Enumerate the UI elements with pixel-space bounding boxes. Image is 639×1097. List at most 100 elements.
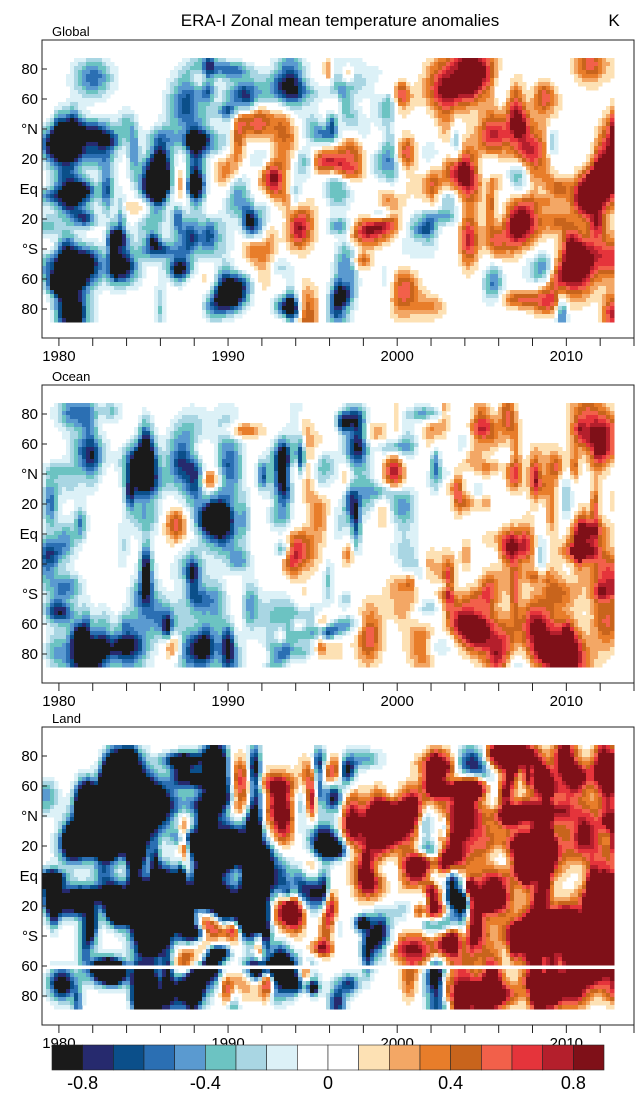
- heatmap-cell: [182, 90, 187, 95]
- heatmap-cell: [146, 230, 151, 235]
- heatmap-cell: [142, 190, 147, 195]
- heatmap-cell: [106, 242, 111, 247]
- heatmap-cell: [298, 58, 303, 63]
- heatmap-cell: [130, 202, 135, 207]
- heatmap-cell: [234, 306, 239, 311]
- heatmap-cell: [330, 114, 335, 119]
- heatmap-cell: [418, 82, 423, 87]
- heatmap-cell: [314, 302, 319, 307]
- heatmap-cell: [122, 214, 127, 219]
- heatmap-cell: [230, 294, 235, 299]
- heatmap-cell: [162, 194, 167, 199]
- heatmap-cell: [214, 118, 219, 123]
- heatmap-cell: [62, 278, 67, 283]
- heatmap-cell: [274, 302, 279, 307]
- heatmap-cell: [206, 150, 211, 155]
- heatmap-cell: [82, 314, 87, 319]
- heatmap-cell: [74, 90, 79, 95]
- heatmap-cell: [82, 206, 87, 211]
- heatmap-cell: [262, 246, 267, 251]
- heatmap-cell: [70, 138, 75, 143]
- heatmap-cell: [254, 222, 259, 227]
- heatmap-cell: [90, 134, 95, 139]
- heatmap-cell: [426, 150, 431, 155]
- heatmap-cell: [102, 186, 107, 191]
- heatmap-cell: [190, 138, 195, 143]
- heatmap-cell: [138, 270, 143, 275]
- heatmap-cell: [438, 166, 443, 171]
- heatmap-cell: [290, 278, 295, 283]
- heatmap-cell: [94, 318, 99, 323]
- heatmap-cell: [94, 314, 99, 319]
- heatmap-cell: [430, 62, 435, 67]
- heatmap-cell: [374, 74, 379, 79]
- heatmap-cell: [222, 310, 227, 315]
- heatmap-cell: [90, 314, 95, 319]
- heatmap-cell: [430, 58, 435, 63]
- heatmap-cell: [254, 202, 259, 207]
- heatmap-cell: [446, 126, 451, 131]
- heatmap-cell: [430, 74, 435, 79]
- heatmap-cell: [90, 194, 95, 199]
- heatmap-cell: [274, 182, 279, 187]
- heatmap-cell: [398, 290, 403, 295]
- heatmap-cell: [214, 90, 219, 95]
- heatmap-cell: [310, 306, 315, 311]
- heatmap-cell: [434, 186, 439, 191]
- heatmap-cell: [298, 182, 303, 187]
- heatmap-cell: [170, 226, 175, 231]
- heatmap-cell: [306, 154, 311, 159]
- heatmap-cell: [338, 238, 343, 243]
- heatmap-cell: [198, 166, 203, 171]
- heatmap-cell: [190, 62, 195, 67]
- heatmap-cell: [106, 122, 111, 127]
- heatmap-cell: [242, 62, 247, 67]
- heatmap-cell: [230, 94, 235, 99]
- heatmap-cell: [246, 206, 251, 211]
- heatmap-cell: [274, 78, 279, 83]
- heatmap-cell: [82, 274, 87, 279]
- heatmap-cell: [310, 126, 315, 131]
- heatmap-cell: [246, 74, 251, 79]
- heatmap-cell: [114, 174, 119, 179]
- heatmap-cell: [186, 166, 191, 171]
- heatmap-cell: [234, 138, 239, 143]
- heatmap-cell: [202, 110, 207, 115]
- heatmap-cell: [130, 182, 135, 187]
- heatmap-cell: [126, 250, 131, 255]
- heatmap-cell: [282, 130, 287, 135]
- heatmap-cell: [198, 258, 203, 263]
- heatmap-cell: [166, 122, 171, 127]
- heatmap-cell: [310, 122, 315, 127]
- heatmap-cell: [350, 154, 355, 159]
- heatmap-cell: [350, 286, 355, 291]
- heatmap-cell: [54, 106, 59, 111]
- heatmap-cell: [218, 70, 223, 75]
- heatmap-cell: [290, 230, 295, 235]
- heatmap-cell: [118, 122, 123, 127]
- heatmap-cell: [190, 198, 195, 203]
- heatmap-cell: [146, 254, 151, 259]
- heatmap-cell: [358, 94, 363, 99]
- heatmap-cell: [322, 166, 327, 171]
- heatmap-cell: [154, 198, 159, 203]
- heatmap-cell: [390, 222, 395, 227]
- heatmap-cell: [446, 158, 451, 163]
- heatmap-cell: [190, 190, 195, 195]
- heatmap-cell: [118, 218, 123, 223]
- heatmap-cell: [214, 274, 219, 279]
- heatmap-cell: [50, 318, 55, 323]
- heatmap-cell: [178, 186, 183, 191]
- heatmap-cell: [186, 90, 191, 95]
- heatmap-cell: [50, 306, 55, 311]
- heatmap-cell: [438, 182, 443, 187]
- heatmap-cell: [98, 206, 103, 211]
- heatmap-cell: [166, 186, 171, 191]
- heatmap-cell: [274, 198, 279, 203]
- heatmap-cell: [254, 126, 259, 131]
- heatmap-cell: [206, 162, 211, 167]
- heatmap-cell: [342, 278, 347, 283]
- heatmap-cell: [266, 210, 271, 215]
- heatmap-cell: [114, 82, 119, 87]
- heatmap-cell: [390, 194, 395, 199]
